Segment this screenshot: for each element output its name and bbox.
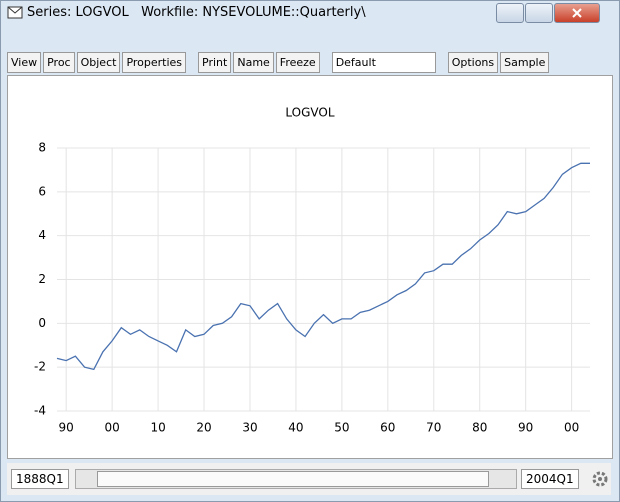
sample-bar: 1888Q1 2004Q1 <box>7 463 611 495</box>
chart-title: LOGVOL <box>285 106 334 120</box>
y-tick-label: 6 <box>38 184 46 198</box>
window-title: Series: LOGVOL Workfile: NYSEVOLUME::Qua… <box>27 5 366 20</box>
toolbar-button[interactable]: Freeze <box>275 52 320 73</box>
toolbar-button[interactable]: Object <box>76 52 121 73</box>
toolbar-button[interactable]: Name <box>233 52 274 73</box>
chart: LOGVOL -4 -2 0 2 4 6 8 90 00 10 20 30 40 50 60 70 80 90 00 <box>34 106 590 435</box>
toolbar-button[interactable]: Properties <box>122 52 187 73</box>
toolbar-button[interactable]: Options <box>447 52 499 73</box>
title-bar: Series: LOGVOL Workfile: NYSEVOLUME::Qua… <box>1 1 619 47</box>
x-tick-label: 00 <box>104 421 119 435</box>
y-tick-label: -2 <box>34 360 46 374</box>
close-button[interactable] <box>554 3 600 23</box>
separator <box>438 52 446 73</box>
x-tick-label: 70 <box>426 421 441 435</box>
toolbar: View Proc Object Properties Print Name Freeze D… <box>7 52 613 73</box>
x-tick-label: 50 <box>334 421 349 435</box>
settings-icon[interactable] <box>591 470 609 488</box>
x-tick-label: 30 <box>242 421 257 435</box>
x-tick-label: 60 <box>380 421 395 435</box>
sample-start: 1888Q1 <box>11 469 69 489</box>
separator <box>322 52 330 73</box>
x-tick-label: 00 <box>564 421 579 435</box>
x-tick-label: 40 <box>288 421 303 435</box>
data-line <box>56 162 590 371</box>
toolbar-button[interactable]: Print <box>198 52 232 73</box>
x-tick-label: 90 <box>59 421 74 435</box>
window-icon <box>7 6 23 19</box>
maximize-button[interactable] <box>525 3 553 23</box>
y-tick-label: -4 <box>34 404 46 418</box>
x-tick-label: 80 <box>472 421 487 435</box>
toolbar-button[interactable]: View <box>7 52 42 73</box>
sample-end: 2004Q1 <box>521 469 579 489</box>
scroll-thumb[interactable] <box>97 471 489 487</box>
y-tick-label: 4 <box>38 228 46 242</box>
separator <box>188 52 196 73</box>
y-tick-label: 8 <box>38 141 46 155</box>
y-tick-label: 0 <box>38 316 46 330</box>
x-tick-label: 90 <box>518 421 533 435</box>
y-tick-label: 2 <box>38 272 46 286</box>
x-tick-label: 10 <box>150 421 165 435</box>
toolbar-button[interactable]: Sample <box>500 52 550 73</box>
toolbar-button[interactable]: Default <box>331 52 436 73</box>
graph-area: LOGVOL -4 -2 0 2 4 6 8 90 00 10 20 30 40 50 60 70 80 90 00 <box>7 75 613 459</box>
toolbar-button[interactable]: Proc <box>43 52 75 73</box>
x-tick-label: 20 <box>196 421 211 435</box>
minimize-button[interactable] <box>496 3 524 23</box>
